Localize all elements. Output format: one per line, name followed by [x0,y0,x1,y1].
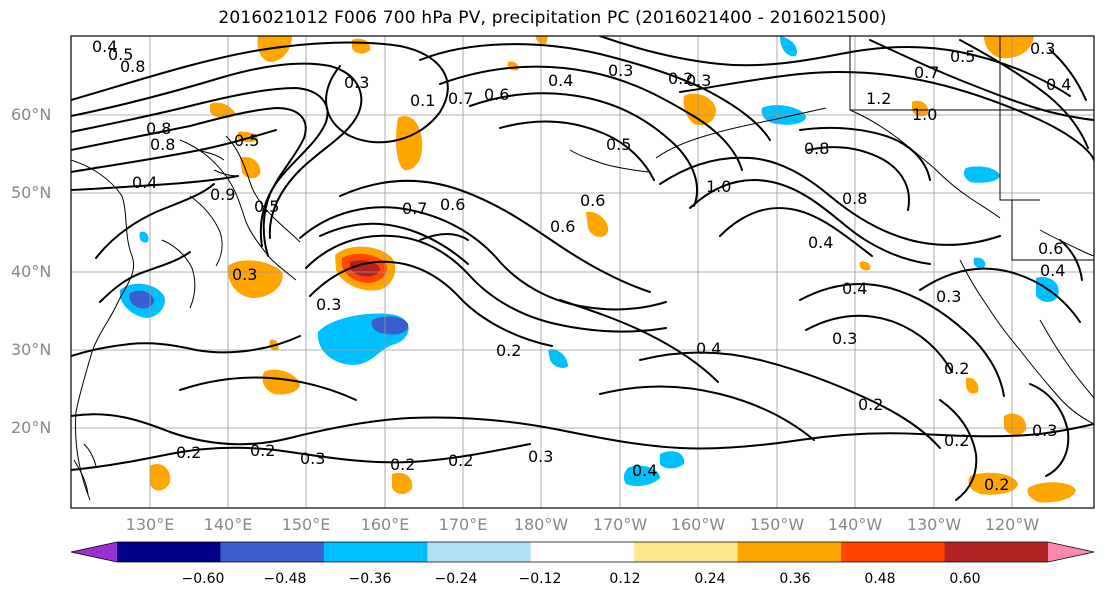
contour-label: 0.8 [146,119,171,138]
colorbar-tick-label: −0.12 [518,571,562,587]
contour-label: 0.6 [1038,239,1063,258]
colorbar-tick-label: 0.48 [864,571,896,587]
contour-label: 0.3 [1032,421,1057,440]
contour-label: 0.4 [548,71,573,90]
lat-label: 50°N [11,183,52,202]
lon-label: 140°W [827,515,883,534]
contour-label: 0.8 [842,189,867,208]
lon-label: 120°W [984,515,1040,534]
contour-label: 0.3 [608,61,633,80]
contour-label: 0.8 [120,57,145,76]
contour-label: 0.3 [300,449,325,468]
contour-label: 0.6 [580,191,605,210]
lon-label: 170°W [592,515,648,534]
colorbar-tick-label: −0.48 [263,571,307,587]
contour-label: 1.0 [912,105,937,124]
lon-label: 160°W [670,515,726,534]
contour-label: 0.5 [950,47,975,66]
contour-label: 0.4 [132,173,157,192]
contour-labels: 0.4 0.5 0.8 0.3 0.1 0.7 0.6 0.4 0.3 0.2 … [92,37,1071,494]
contour-label: 0.7 [448,89,473,108]
lon-label: 150°E [281,515,331,534]
contour-label: 0.2 [858,395,883,414]
colorbar-tick-label: 0.60 [949,571,981,587]
lon-label: 180°W [513,515,569,534]
contour-label: 0.2 [496,341,521,360]
contour-label: 0.2 [984,475,1009,494]
colorbar-tick-label: 0.12 [609,571,641,587]
contour-label: 1.2 [866,89,891,108]
lon-label: 130°W [906,515,962,534]
contour-label: 0.4 [842,279,867,298]
contour-label: 0.3 [1030,39,1055,58]
lon-label: 170°E [438,515,488,534]
contour-label: 0.3 [528,447,553,466]
contour-label: 0.5 [606,135,631,154]
contour-label: 0.3 [686,71,711,90]
contour-label: 0.2 [176,443,201,462]
contour-label: 0.2 [668,69,693,88]
contour-label: 0.2 [448,451,473,470]
lon-label: 140°E [203,515,253,534]
contour-label: 0.3 [316,295,341,314]
contour-label: 0.1 [410,91,435,110]
contour-label: 0.7 [402,199,427,218]
lat-label: 30°N [11,340,52,359]
contour-label: 0.4 [808,233,833,252]
contour-label: 0.2 [390,455,415,474]
contour-label: 0.6 [440,195,465,214]
map-title: 2016021012 F006 700 hPa PV, precipitatio… [218,8,887,28]
contour-label: 0.9 [210,185,235,204]
contour-label: 0.2 [944,431,969,450]
contour-label: 0.4 [632,461,657,480]
lon-label: 160°E [360,515,410,534]
colorbar-tick-label: −0.24 [434,571,478,587]
contour-label: 0.4 [1040,261,1065,280]
colorbar-tick-label: 0.36 [779,571,811,587]
contour-label: 0.2 [250,441,275,460]
contour-label: 0.3 [936,287,961,306]
contour-label: 0.4 [696,339,721,358]
contour-label: 0.6 [550,217,575,236]
lon-label: 150°W [749,515,805,534]
lat-label: 40°N [11,262,52,281]
lon-label: 130°E [125,515,175,534]
pv-contours [71,36,1094,501]
contour-label: 1.0 [706,177,731,196]
contour-label: 0.3 [232,265,257,284]
contour-label: 0.8 [150,135,175,154]
contour-label: 0.4 [1046,75,1071,94]
contour-label: 0.2 [944,359,969,378]
precip-shading [119,36,1076,503]
contour-label: 0.3 [832,329,857,348]
graticule [71,36,1094,508]
contour-label: 0.7 [914,63,939,82]
contour-label: 0.5 [108,45,133,64]
colorbar-tick-label: 0.24 [694,571,726,587]
contour-label: 0.8 [804,139,829,158]
contour-label: 0.6 [484,85,509,104]
lat-label: 20°N [11,418,52,437]
contour-label: 0.5 [254,197,279,216]
lat-label: 60°N [11,105,52,124]
contour-label: 0.5 [234,131,259,150]
contour-label: 0.4 [92,37,117,56]
map-frame [70,35,1095,509]
colorbar-tick-label: −0.60 [181,571,225,587]
contour-label: 0.3 [344,73,369,92]
colorbar-tick-label: −0.36 [348,571,392,587]
